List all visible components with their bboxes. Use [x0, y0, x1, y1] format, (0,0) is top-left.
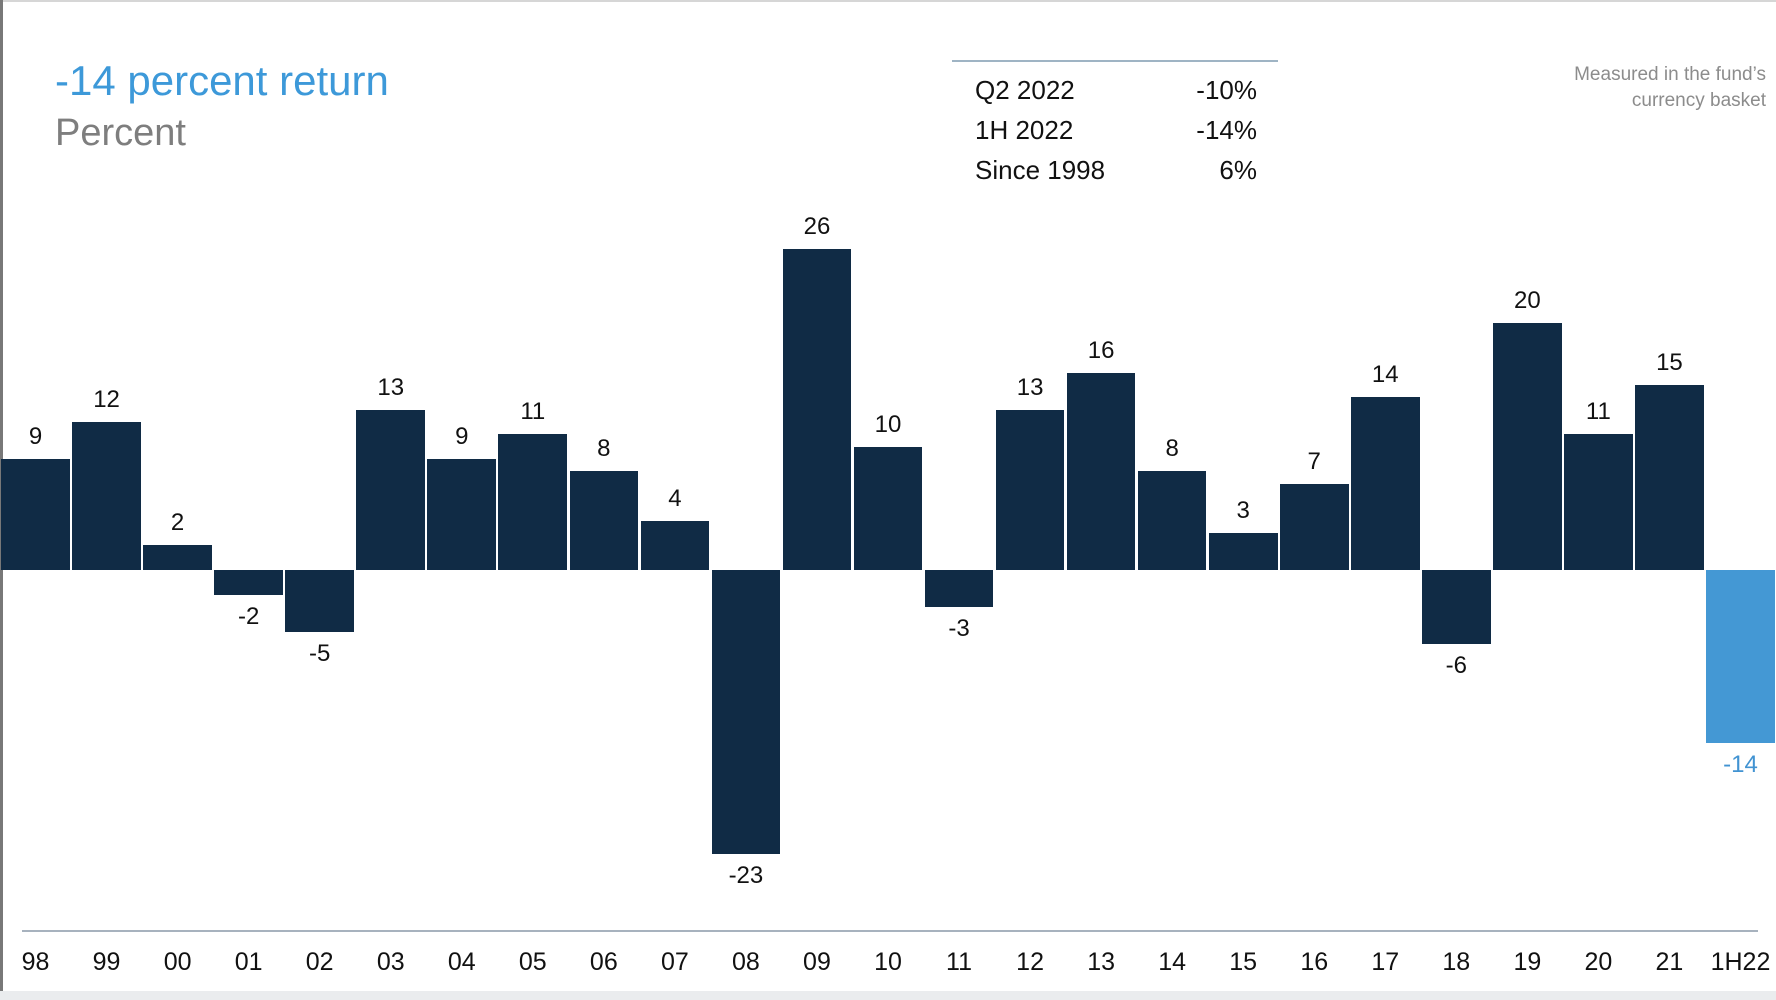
bar-1H22 — [1706, 570, 1775, 743]
value-label-03: 13 — [377, 373, 405, 401]
x-tick-07: 07 — [660, 948, 689, 976]
bar-99 — [72, 422, 141, 570]
value-label-16: 7 — [1307, 447, 1321, 475]
value-label-00: 2 — [170, 509, 185, 537]
value-label-12: 13 — [1016, 373, 1044, 401]
value-label-11: -3 — [948, 614, 970, 642]
value-label-13: 16 — [1087, 336, 1115, 364]
x-tick-18: 18 — [1442, 948, 1471, 976]
summary-value: -10% — [1196, 74, 1257, 105]
x-tick-98: 98 — [21, 948, 50, 976]
summary-table: Q2 2022 -10% 1H 2022 -14% Since 1998 6% — [952, 60, 1278, 190]
axis-unit-label: Percent — [55, 112, 186, 154]
bar-98 — [1, 459, 70, 570]
bar-21 — [1635, 385, 1704, 570]
window-edge-bottom — [0, 991, 1776, 1000]
x-tick-21: 21 — [1655, 948, 1684, 976]
value-label-20: 11 — [1585, 398, 1611, 426]
value-label-04: 9 — [455, 423, 469, 451]
bar-08 — [711, 570, 781, 854]
bar-03 — [356, 409, 426, 570]
x-tick-12: 12 — [1016, 948, 1044, 976]
chart-title: -14 percent return — [55, 57, 389, 104]
x-tick-17: 17 — [1371, 948, 1400, 976]
bar-04 — [427, 459, 497, 570]
x-tick-04: 04 — [447, 948, 476, 976]
bar-00 — [143, 545, 212, 570]
bar-13 — [1066, 372, 1136, 570]
summary-label: Since 1998 — [975, 154, 1106, 185]
summary-label: Q2 2022 — [975, 74, 1075, 105]
x-tick-16: 16 — [1300, 948, 1329, 976]
value-label-10: 10 — [874, 410, 902, 438]
summary-row-1h: 1H 2022 -14% — [952, 110, 1278, 150]
value-label-1H22: -14 — [1723, 750, 1758, 778]
value-label-98: 9 — [28, 423, 43, 451]
measurement-note: Measured in the fund’s currency basket — [1446, 62, 1766, 114]
x-tick-14: 14 — [1158, 948, 1187, 976]
bar-15 — [1208, 533, 1278, 570]
x-axis-line — [22, 930, 1758, 932]
bar-17 — [1350, 397, 1420, 570]
x-tick-11: 11 — [946, 948, 972, 976]
value-label-06: 8 — [597, 435, 611, 463]
value-label-18: -6 — [1445, 651, 1467, 679]
summary-row-since: Since 1998 6% — [952, 150, 1278, 190]
summary-row-q2: Q2 2022 -10% — [952, 70, 1278, 110]
x-tick-10: 10 — [874, 948, 902, 976]
x-tick-02: 02 — [305, 948, 334, 976]
value-label-01: -2 — [237, 602, 260, 630]
value-label-09: 26 — [803, 213, 831, 241]
bar-10 — [853, 446, 923, 570]
summary-value: -14% — [1196, 114, 1257, 145]
window-edge-top — [0, 0, 1776, 2]
measurement-note-line2: currency basket — [1631, 90, 1766, 111]
bar-19 — [1493, 323, 1562, 570]
bar-01 — [214, 570, 283, 595]
bar-20 — [1564, 434, 1633, 570]
x-tick-13: 13 — [1087, 948, 1116, 976]
x-tick-20: 20 — [1584, 948, 1613, 976]
x-tick-05: 05 — [518, 948, 547, 976]
bar-18 — [1422, 570, 1491, 644]
value-label-21: 15 — [1656, 349, 1683, 377]
value-label-07: 4 — [668, 484, 682, 512]
bar-07 — [640, 520, 710, 570]
summary-value: 6% — [1219, 154, 1257, 185]
bar-14 — [1137, 471, 1207, 570]
x-tick-15: 15 — [1229, 948, 1258, 976]
x-tick-1H22: 1H22 — [1710, 948, 1771, 976]
value-label-15: 3 — [1236, 497, 1250, 524]
value-label-08: -23 — [728, 861, 764, 889]
bar-11 — [924, 570, 994, 607]
x-tick-19: 19 — [1513, 948, 1542, 976]
value-label-19: 20 — [1514, 287, 1541, 315]
x-tick-01: 01 — [234, 948, 263, 976]
bar-06 — [569, 471, 639, 570]
value-label-14: 8 — [1165, 435, 1179, 463]
value-label-02: -5 — [309, 639, 331, 667]
measurement-note-line1: Measured in the fund’s — [1574, 64, 1766, 85]
x-tick-09: 09 — [803, 948, 831, 976]
x-tick-08: 08 — [732, 948, 760, 976]
x-tick-06: 06 — [589, 948, 618, 976]
x-tick-99: 99 — [92, 948, 121, 976]
value-label-17: 14 — [1371, 361, 1399, 389]
x-tick-00: 00 — [163, 948, 192, 976]
bar-02 — [285, 570, 354, 632]
x-tick-03: 03 — [376, 948, 405, 976]
summary-label: 1H 2022 — [975, 114, 1074, 145]
bar-09 — [782, 249, 852, 570]
value-label-05: 11 — [520, 398, 546, 426]
bar-05 — [498, 434, 568, 570]
value-label-99: 12 — [93, 386, 120, 414]
bar-12 — [995, 409, 1065, 570]
bar-16 — [1279, 483, 1349, 570]
